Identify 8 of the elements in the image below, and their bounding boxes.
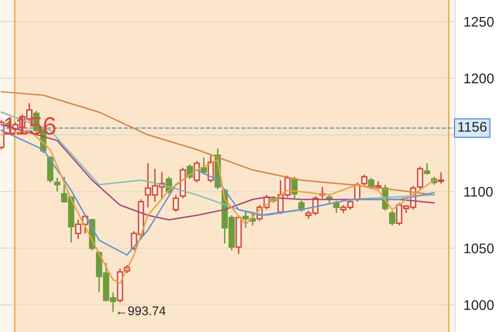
y-tick-label: 1100 bbox=[464, 186, 493, 197]
y-tick-label: 1000 bbox=[464, 300, 494, 310]
y-tick-label: 1250 bbox=[464, 16, 494, 27]
y-tick-label: 1200 bbox=[464, 74, 494, 84]
annotation: ←993.74 bbox=[118, 306, 166, 316]
text: 1156 bbox=[458, 122, 487, 132]
line-series bbox=[0, 91, 435, 196]
y-tick-label: 1050 bbox=[464, 243, 494, 254]
